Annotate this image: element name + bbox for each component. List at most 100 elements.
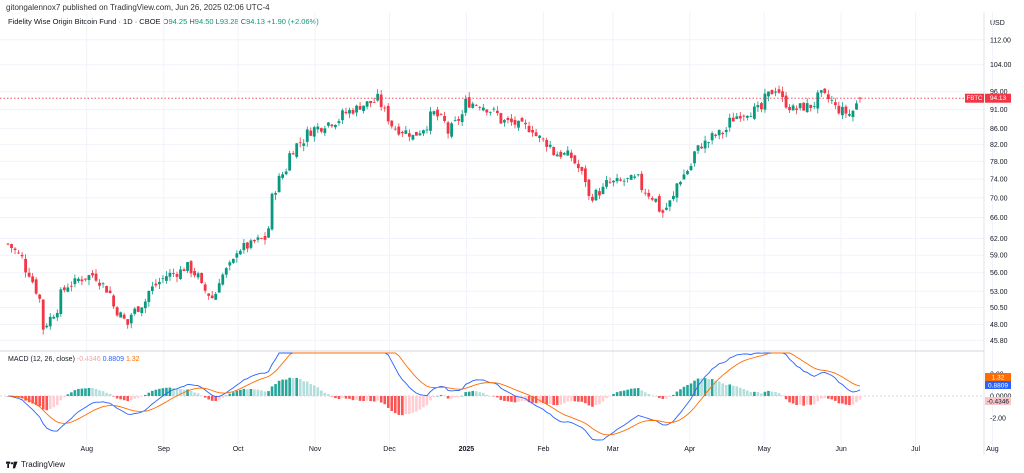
candle-body xyxy=(323,128,327,134)
macd-histogram-bar xyxy=(80,388,84,396)
candle-body xyxy=(98,282,101,286)
candle-body xyxy=(228,262,232,266)
macd-histogram-bar xyxy=(777,393,781,396)
close-label: C xyxy=(240,17,247,26)
macd-histogram-bar xyxy=(819,396,823,399)
candle-body xyxy=(569,152,573,158)
macd-histogram-bar xyxy=(481,393,485,396)
macd-histogram-bar xyxy=(555,396,559,405)
price-tick: 74.00 xyxy=(990,177,1008,184)
candle-body xyxy=(372,101,376,103)
macd-histogram-bar xyxy=(242,388,246,396)
time-tick: Dec xyxy=(383,446,396,453)
macd-histogram-bar xyxy=(608,396,612,397)
price-tick: 62.00 xyxy=(990,236,1008,243)
macd-histogram-bar xyxy=(471,390,475,396)
currency-unit[interactable]: USD xyxy=(990,20,1005,27)
candle-body xyxy=(316,126,320,130)
candle-body xyxy=(672,195,675,200)
candle-body xyxy=(661,210,665,213)
signal-line xyxy=(7,352,861,436)
candle-body xyxy=(115,307,119,316)
candle-body xyxy=(524,122,527,125)
macd-histogram-bar xyxy=(647,394,651,396)
macd-signal-value: 1.32 xyxy=(125,356,140,363)
macd-histogram-bar xyxy=(763,391,767,396)
candle-body xyxy=(291,153,295,155)
price-tick: 78.00 xyxy=(990,159,1008,166)
candle-body xyxy=(312,127,316,137)
time-tick: Mar xyxy=(607,446,620,453)
macd-histogram-bar xyxy=(393,396,397,414)
candle-body xyxy=(238,250,242,255)
candle-body xyxy=(802,102,806,111)
candle-body xyxy=(503,120,506,123)
high-label: H xyxy=(189,17,195,26)
macd-histogram-bar xyxy=(629,388,633,396)
candle-body xyxy=(735,116,739,119)
macd-histogram-bar xyxy=(186,389,189,396)
candle-body xyxy=(253,239,256,242)
macd-histogram-bar xyxy=(309,384,313,396)
candle-body xyxy=(422,130,425,134)
candle-body xyxy=(165,276,168,281)
candle-body xyxy=(545,139,549,147)
footer-brand[interactable]: TradingView xyxy=(6,460,65,469)
candle-body xyxy=(471,103,475,108)
candle-body xyxy=(119,312,123,318)
candle-body xyxy=(816,92,820,109)
candle-body xyxy=(619,179,622,181)
macd-histogram-bar xyxy=(246,389,249,396)
candle-body xyxy=(6,243,10,245)
candle-body xyxy=(73,278,77,285)
macd-histogram-bar xyxy=(545,396,548,405)
macd-histogram-bar xyxy=(277,380,281,396)
candle-body xyxy=(10,244,13,249)
macd-histogram-bar xyxy=(168,387,172,396)
candle-body xyxy=(650,198,654,200)
macd-histogram-bar xyxy=(541,396,545,404)
candle-body xyxy=(855,103,858,110)
candle-body xyxy=(538,135,542,138)
candle-body xyxy=(760,103,763,110)
macd-histogram-bar xyxy=(232,392,235,396)
candle-body xyxy=(136,306,140,312)
macd-histogram-bar xyxy=(105,392,108,396)
candle-body xyxy=(298,142,302,144)
candle-body xyxy=(450,123,454,137)
macd-histogram-bar xyxy=(830,396,834,400)
candle-body xyxy=(633,176,637,178)
macd-histogram-bar xyxy=(334,396,337,399)
macd-histogram-bar xyxy=(453,396,457,398)
candle-body xyxy=(457,118,461,121)
macd-histogram-bar xyxy=(358,396,362,401)
symbol-title[interactable]: Fidelity Wise Origin Bitcoin Fund · 1D ·… xyxy=(8,17,161,26)
candle-body xyxy=(256,237,260,240)
signal-badge-value: 1.32 xyxy=(992,375,1005,382)
candle-body xyxy=(411,134,415,140)
macd-histogram-bar xyxy=(548,396,552,404)
candle-body xyxy=(334,124,337,128)
macd-histogram-bar xyxy=(598,396,601,405)
candle-body xyxy=(77,278,80,282)
hist-badge-value: -0.4346 xyxy=(987,399,1009,406)
candle-body xyxy=(34,279,38,294)
macd-line xyxy=(7,352,861,441)
macd-histogram-bar xyxy=(781,395,784,396)
macd-histogram-bar xyxy=(788,396,791,403)
candle-body xyxy=(210,295,214,299)
candle-body xyxy=(527,125,531,133)
macd-title[interactable]: MACD (12, 26, close) xyxy=(8,356,75,363)
price-axis[interactable]: 112.00 104.00 96.00 91.00 86.00 82.00 78.00 74.… xyxy=(990,37,1012,345)
macd-histogram-bar xyxy=(450,396,453,399)
candle-body xyxy=(478,107,482,109)
time-axis[interactable]: Aug Sep Oct Nov Dec 2025 Feb Mar Apr May Jun Jul Aug xyxy=(81,446,999,453)
candle-body xyxy=(488,111,492,113)
candle-body xyxy=(27,272,31,277)
macd-histogram-bar xyxy=(527,396,531,403)
macd-histogram-bar xyxy=(161,388,165,396)
candle-body xyxy=(112,295,116,307)
candle-body xyxy=(654,198,658,202)
macd-histogram-bar xyxy=(612,394,615,396)
